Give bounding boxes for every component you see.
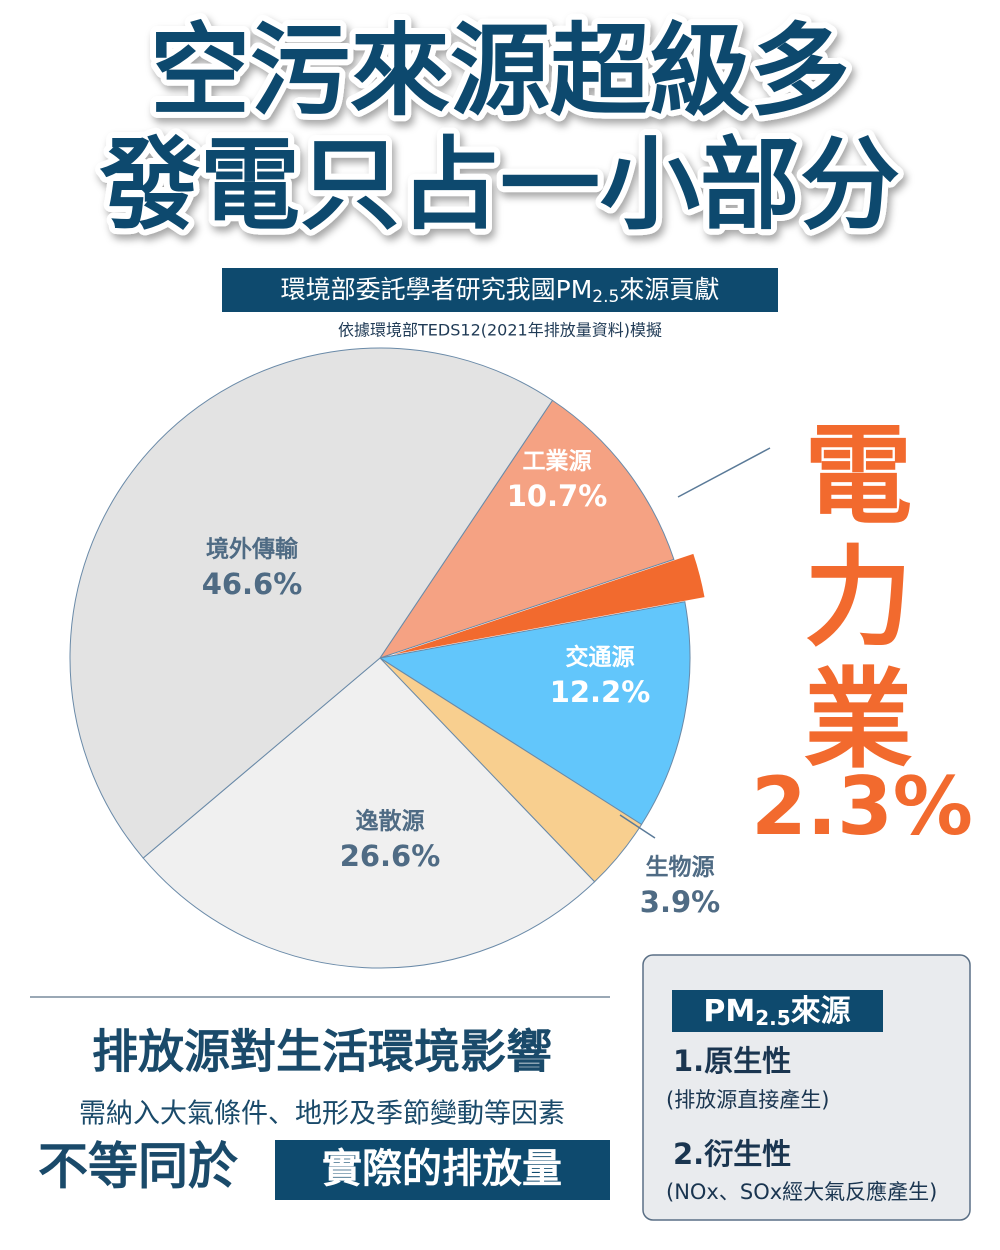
leader-line xyxy=(619,814,656,839)
subtitle-part: 環境部委託學者研究我國PM xyxy=(281,275,593,304)
slice-value: 10.7% xyxy=(507,479,608,513)
slice-name: 生物源 xyxy=(646,854,715,881)
info-title-part: PM xyxy=(703,994,755,1029)
title-group: 空污來源超級多 發電只占一小部分 xyxy=(93,6,906,249)
info-item-label: 1.原生性 xyxy=(673,1044,791,1078)
leader-line xyxy=(677,447,771,498)
subtitle-banner xyxy=(222,268,778,312)
slice-name: 交通源 xyxy=(566,644,635,671)
info-item-desc: (NOx、SOx經大氣反應產生) xyxy=(666,1180,937,1204)
conclusion-box xyxy=(275,1140,610,1200)
subtitle-sub: 2.5 xyxy=(592,287,619,307)
subtitle: 環境部委託學者研究我國PM2.5來源貢獻 xyxy=(281,275,720,307)
info-item-desc: (排放源直接產生) xyxy=(666,1088,829,1112)
title-line: 發電只占一小部分 xyxy=(99,126,900,243)
info-title-sub: 2.5 xyxy=(755,1006,790,1030)
info-item-label: 2.衍生性 xyxy=(673,1137,791,1171)
note: 依據環境部TEDS12(2021年排放量資料)模擬 xyxy=(338,321,662,340)
info-title-part: 來源 xyxy=(791,994,851,1029)
subtitle-part: 來源貢獻 xyxy=(619,275,719,304)
pie-slice xyxy=(378,601,691,826)
info-box-header xyxy=(672,990,883,1032)
slice-value: 12.2% xyxy=(550,675,651,709)
footer-conclusion: 不等同於 xyxy=(38,1138,238,1196)
slice-name: 境外傳輸 xyxy=(206,536,299,563)
slice-value: 26.6% xyxy=(340,839,441,873)
pie-slice xyxy=(393,553,705,655)
pie-slice xyxy=(69,347,554,859)
slice-value: 46.6% xyxy=(202,567,303,601)
info-box-title: PM2.5來源 xyxy=(703,994,850,1030)
slice-name: 工業源 xyxy=(523,448,592,475)
footer-headline: 排放源對生活環境影響 xyxy=(92,1025,552,1079)
pie-slice xyxy=(142,657,596,969)
pie-slice xyxy=(378,399,675,659)
conclusion-box-text: 實際的排放量 xyxy=(322,1146,562,1192)
slice-value: 3.9% xyxy=(640,885,720,919)
slice-name: 逸散源 xyxy=(356,808,425,835)
highlight-value: 2.3% xyxy=(751,760,973,853)
pie: 工業源 10.7% 交通源 12.2% 生物源 3.9% 逸散源 26.6% 境外傳輸 46.6%… xyxy=(69,347,973,969)
highlight-name: 電力業 xyxy=(786,418,912,784)
title-line: 空污來源超級多 xyxy=(150,12,850,129)
footer-detail: 需納入大氣條件、地形及季節變動等因素 xyxy=(79,1099,565,1130)
